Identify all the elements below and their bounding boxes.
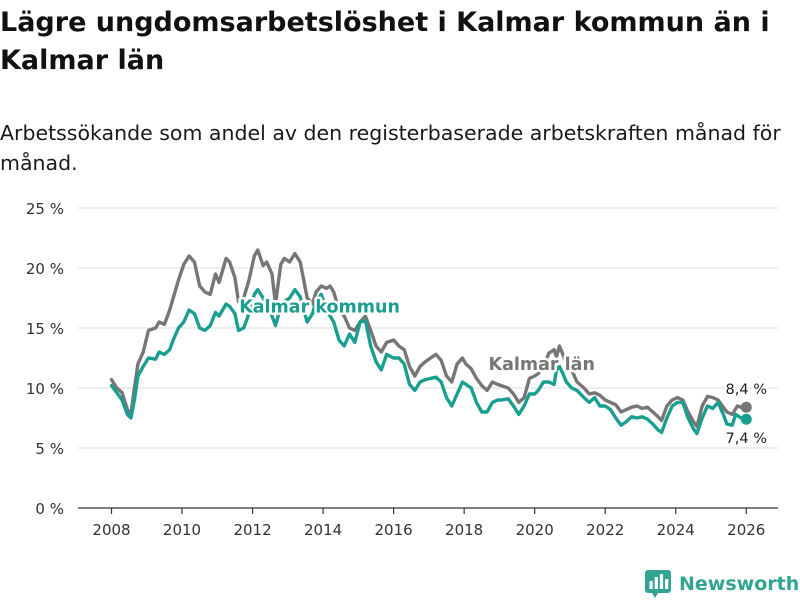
newsworthy-logo-text: Newsworthy: [679, 573, 800, 595]
x-tick-label: 2014: [304, 521, 342, 539]
y-axis-ticks: 0 % 5 % 10 % 15 % 20 % 25 %: [26, 200, 64, 518]
series-line-kalmar-l-n: [109, 248, 743, 429]
end-marker-label: 8,4 %: [726, 382, 767, 398]
end-markers: 8,4 % 7,4 %: [724, 380, 769, 449]
x-axis: 2008 2010 2012 2014 2016 2018 2020 2022 2024 2026: [78, 507, 778, 539]
y-tick-label: 20 %: [26, 260, 64, 278]
newsworthy-logo: Newsworthy: [645, 569, 800, 599]
x-tick-label: 2008: [92, 521, 130, 539]
y-tick-label: 5 %: [35, 440, 64, 458]
chart-subtitle: Arbetssökande som andel av den registerb…: [0, 121, 781, 175]
x-tick-label: 2018: [445, 521, 483, 539]
x-tick-label: 2026: [727, 521, 765, 539]
y-tick-label: 15 %: [26, 320, 64, 338]
end-marker-dot: [740, 413, 752, 425]
x-tick-label: 2012: [233, 521, 271, 539]
series-label: Kalmar kommun: [239, 297, 400, 317]
y-tick-label: 25 %: [26, 200, 64, 218]
newsworthy-logo-icon: [645, 570, 671, 598]
y-tick-label: 0 %: [35, 500, 64, 518]
series-label: Kalmar län: [489, 355, 595, 375]
x-tick-label: 2020: [516, 521, 554, 539]
x-tick-label: 2024: [657, 521, 695, 539]
end-marker-dot: [740, 401, 752, 413]
x-tick-label: 2016: [375, 521, 413, 539]
x-tick-label: 2022: [586, 521, 624, 539]
gridlines: [78, 207, 778, 449]
chart-title: Lägre ungdomsarbetslöshet i Kalmar kommu…: [0, 7, 770, 76]
y-tick-label: 10 %: [26, 380, 64, 398]
series-annotations: Kalmar kommun Kalmar län: [237, 295, 598, 378]
line-chart: 0 %5 %10 %15 %20 %25 % 2008 2010 2012 2014 2…: [26, 200, 778, 539]
x-tick-label: 2010: [163, 521, 201, 539]
series-lines: [109, 248, 743, 436]
end-marker-label: 7,4 %: [726, 431, 767, 447]
series-line-kalmar-kommun: [109, 287, 743, 436]
